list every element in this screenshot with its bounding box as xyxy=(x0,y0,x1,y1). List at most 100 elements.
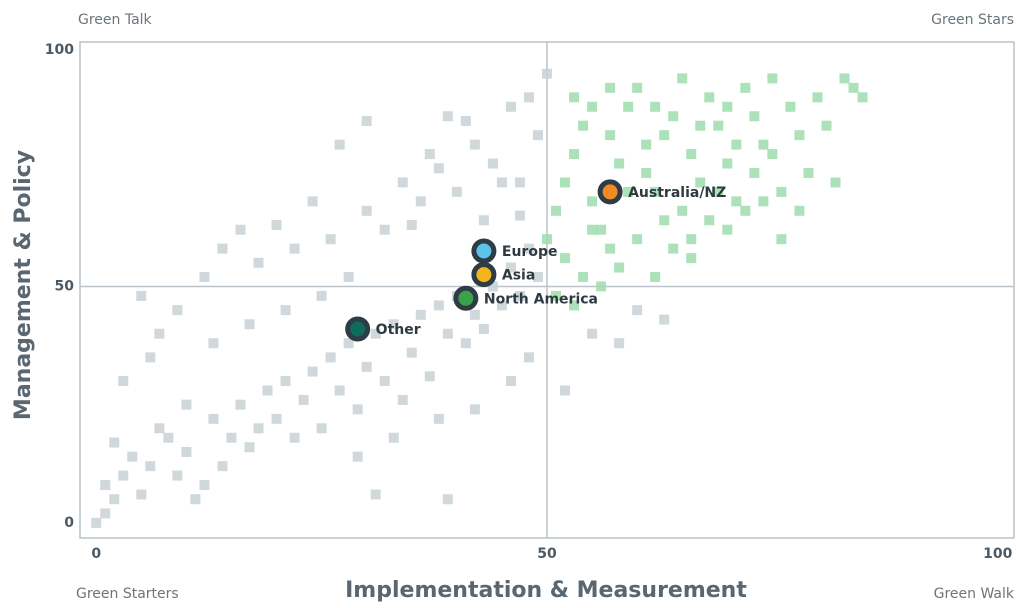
point xyxy=(551,290,562,301)
point xyxy=(379,224,390,235)
highlight-point xyxy=(471,262,497,288)
point xyxy=(262,385,273,396)
highlight-point xyxy=(345,316,371,342)
x-tick-label: 0 xyxy=(91,546,101,562)
point xyxy=(343,338,354,349)
highlight-label: Asia xyxy=(502,268,535,284)
point xyxy=(505,101,516,112)
point xyxy=(523,352,534,363)
point xyxy=(442,328,453,339)
highlight-point xyxy=(597,179,623,205)
point xyxy=(397,394,408,405)
point xyxy=(532,271,543,282)
point xyxy=(253,423,264,434)
point xyxy=(848,82,859,93)
point xyxy=(632,305,643,316)
point xyxy=(406,219,417,230)
point xyxy=(478,215,489,226)
point xyxy=(127,451,138,462)
point xyxy=(199,480,210,491)
point xyxy=(478,324,489,335)
point xyxy=(460,115,471,126)
point xyxy=(713,120,724,131)
point xyxy=(424,149,435,160)
point xyxy=(749,167,760,178)
point xyxy=(587,328,598,339)
point xyxy=(695,120,706,131)
point xyxy=(118,376,129,387)
point xyxy=(415,196,426,207)
point xyxy=(100,480,111,491)
point xyxy=(361,205,372,216)
point xyxy=(650,101,661,112)
point xyxy=(632,234,643,245)
point xyxy=(704,215,715,226)
point xyxy=(154,328,165,339)
point xyxy=(650,186,661,197)
quadrant-label: Green Talk xyxy=(78,12,153,28)
point xyxy=(812,92,823,103)
point xyxy=(758,139,769,150)
point xyxy=(587,224,598,235)
point xyxy=(244,319,255,330)
point xyxy=(523,92,534,103)
highlight-label: Other xyxy=(376,322,421,338)
point xyxy=(532,130,543,141)
point xyxy=(767,149,778,160)
point xyxy=(154,423,165,434)
point xyxy=(569,300,580,311)
point xyxy=(758,196,769,207)
point xyxy=(388,432,399,443)
point xyxy=(334,139,345,150)
point xyxy=(172,470,183,481)
point xyxy=(289,243,300,254)
point xyxy=(280,376,291,387)
point xyxy=(451,186,462,197)
point xyxy=(469,404,480,415)
point xyxy=(641,139,652,150)
y-tick-label: 0 xyxy=(64,515,74,531)
point xyxy=(523,243,534,254)
point xyxy=(496,177,507,188)
point xyxy=(677,73,688,84)
point xyxy=(578,271,589,282)
point xyxy=(352,404,363,415)
point xyxy=(514,210,525,221)
point xyxy=(668,243,679,254)
quadrant-label: Green Starters xyxy=(76,586,179,602)
point xyxy=(406,347,417,358)
point xyxy=(118,470,129,481)
point xyxy=(722,101,733,112)
point xyxy=(830,177,841,188)
point xyxy=(145,352,156,363)
point xyxy=(208,413,219,424)
point xyxy=(821,120,832,131)
point xyxy=(560,177,571,188)
point xyxy=(424,371,435,382)
point xyxy=(235,399,246,410)
point xyxy=(686,234,697,245)
point xyxy=(713,186,724,197)
point xyxy=(307,366,318,377)
point xyxy=(199,271,210,282)
point xyxy=(794,205,805,216)
point xyxy=(379,376,390,387)
point xyxy=(542,234,552,245)
point xyxy=(469,309,480,320)
point xyxy=(235,224,246,235)
point xyxy=(181,446,192,457)
point xyxy=(623,186,634,197)
point xyxy=(587,196,598,207)
point xyxy=(469,139,480,150)
point xyxy=(551,205,562,216)
point xyxy=(776,186,787,197)
x-tick-label: 100 xyxy=(983,546,1012,562)
point xyxy=(560,385,571,396)
point xyxy=(686,149,697,160)
point xyxy=(442,111,453,122)
point xyxy=(569,92,580,103)
point xyxy=(145,461,156,472)
point xyxy=(271,219,282,230)
point xyxy=(596,281,607,292)
point xyxy=(767,73,778,84)
